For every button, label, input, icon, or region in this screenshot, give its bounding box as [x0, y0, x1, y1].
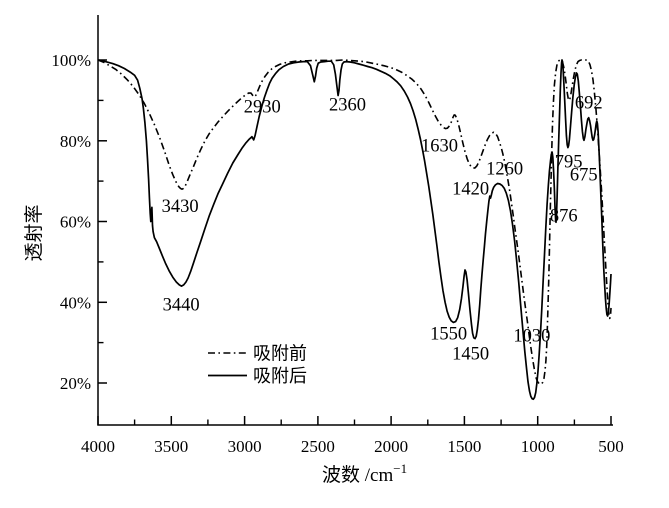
y-tick-label: 60% [60, 213, 91, 232]
x-tick-label: 3000 [228, 437, 262, 456]
y-tick-label: 40% [60, 293, 91, 312]
axes [97, 15, 613, 426]
x-tick-label: 500 [598, 437, 624, 456]
x-tick-label: 2000 [374, 437, 408, 456]
y-axis: 100% 80% 60% 40% 20% [51, 51, 107, 393]
x-tick-label: 2500 [301, 437, 335, 456]
peak-label-1550: 1550 [430, 324, 467, 344]
y-tick-label: 80% [60, 132, 91, 151]
peak-label-675: 675 [570, 165, 598, 185]
axis-spines [97, 15, 613, 426]
peak-label-876: 876 [550, 207, 578, 227]
series-after-adsorption-line [97, 59, 612, 401]
peak-label-3440: 3440 [163, 295, 200, 315]
y-axis-title: 透射率 [23, 204, 45, 261]
legend-label: 吸附后 [253, 366, 307, 386]
legend-label: 吸附前 [253, 344, 307, 364]
peak-label-2930: 2930 [244, 98, 281, 118]
x-tick-label: 4000 [81, 437, 115, 456]
x-axis-title: 波数 /cm−1 [322, 461, 407, 486]
peak-label-795: 795 [555, 152, 583, 172]
peak-label-3430: 3430 [162, 197, 199, 217]
y-tick-label: 20% [60, 374, 91, 393]
y-tick-label: 100% [51, 51, 91, 70]
x-tick-label: 1000 [521, 437, 555, 456]
peak-label-1450: 1450 [452, 345, 489, 365]
peak-label-692: 692 [575, 94, 603, 114]
peak-label-1420: 1420 [452, 180, 489, 200]
peak-label-1260: 1260 [486, 159, 523, 179]
x-tick-label: 3500 [154, 437, 188, 456]
x-tick-label: 1500 [447, 437, 481, 456]
peak-label-2360: 2360 [329, 96, 366, 116]
x-axis: 4000 3500 3000 2500 2000 1500 1000 500 [81, 416, 624, 456]
peak-label-1630: 1630 [421, 137, 458, 157]
series-before-adsorption-line [97, 59, 612, 385]
peak-label-1030: 1030 [513, 327, 550, 347]
